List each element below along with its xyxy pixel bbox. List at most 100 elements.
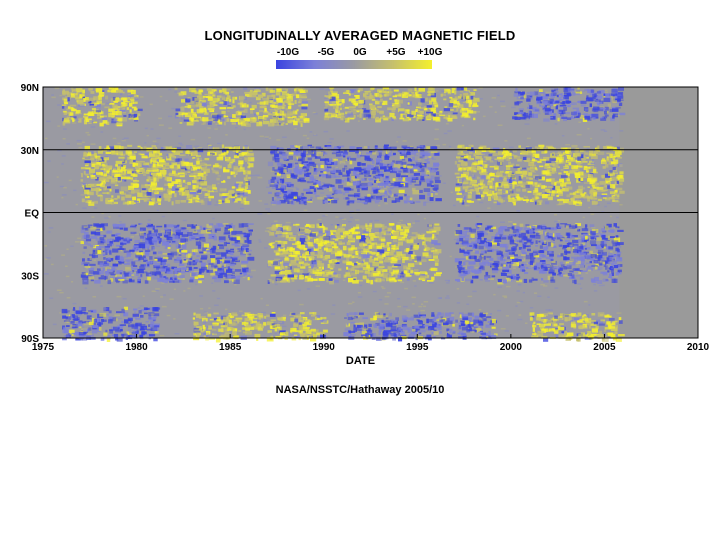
- field-patch: [293, 223, 300, 226]
- field-patch: [173, 275, 177, 278]
- field-patch: [134, 251, 140, 254]
- field-patch: [136, 252, 143, 257]
- field-patch: [224, 230, 230, 234]
- field-patch: [244, 190, 249, 193]
- field-patch: [62, 122, 66, 126]
- field-patch: [473, 89, 477, 91]
- field-patch: [85, 169, 89, 174]
- field-patch: [317, 196, 325, 200]
- field-patch: [468, 144, 474, 147]
- field-patch: [104, 261, 108, 264]
- field-patch: [301, 192, 304, 196]
- field-patch: [137, 276, 141, 281]
- field-patch: [360, 196, 366, 199]
- field-patch: [446, 328, 450, 332]
- field-patch: [86, 315, 92, 320]
- field-patch: [221, 252, 227, 257]
- field-patch: [98, 322, 103, 325]
- field-patch: [474, 328, 482, 333]
- field-patch: [419, 156, 424, 159]
- field-patch: [219, 188, 227, 192]
- field-patch: [307, 275, 312, 280]
- field-patch: [348, 274, 352, 277]
- field-patch: [197, 237, 202, 240]
- field-patch: [133, 331, 139, 333]
- field-patch: [508, 195, 511, 198]
- field-patch: [130, 182, 138, 186]
- field-patch: [247, 157, 255, 162]
- field-patch: [275, 336, 281, 339]
- field-patch: [366, 280, 370, 283]
- field-patch: [132, 183, 139, 188]
- field-patch: [143, 307, 148, 310]
- field-patch: [580, 332, 588, 337]
- field-patch: [439, 114, 446, 117]
- field-patch: [299, 333, 306, 337]
- field-patch: [317, 188, 324, 190]
- field-patch: [84, 160, 91, 164]
- field-patch: [205, 193, 210, 197]
- field-patch: [395, 160, 403, 165]
- field-patch: [574, 115, 580, 118]
- field-patch: [575, 314, 580, 318]
- field-patch: [174, 193, 177, 198]
- field-patch: [277, 166, 284, 171]
- field-patch: [417, 168, 422, 171]
- field-patch: [164, 183, 171, 186]
- field-patch: [401, 317, 408, 321]
- field-patch: [372, 273, 380, 276]
- field-patch: [282, 107, 286, 109]
- field-patch: [195, 238, 199, 241]
- field-patch: [396, 168, 402, 173]
- field-patch: [269, 100, 276, 103]
- field-patch: [71, 88, 76, 93]
- field-patch: [301, 114, 306, 119]
- field-patch: [83, 113, 91, 116]
- field-patch: [202, 324, 205, 329]
- field-patch: [157, 233, 162, 236]
- field-patch: [276, 175, 282, 180]
- field-patch: [272, 261, 279, 265]
- field-patch: [259, 109, 264, 113]
- field-patch: [529, 105, 533, 110]
- field-patch: [404, 223, 411, 229]
- field-patch: [242, 122, 249, 125]
- field-patch: [562, 94, 569, 100]
- field-patch: [408, 333, 416, 338]
- field-patch: [385, 320, 392, 323]
- field-patch: [70, 316, 73, 320]
- field-patch: [150, 321, 155, 326]
- field-patch: [368, 228, 372, 233]
- field-patch: [303, 199, 311, 202]
- field-patch: [167, 253, 174, 258]
- field-patch: [286, 165, 291, 168]
- field-patch: [386, 331, 392, 335]
- field-patch: [232, 330, 237, 336]
- field-patch: [357, 109, 364, 111]
- field-patch: [98, 111, 103, 114]
- field-patch: [115, 237, 119, 241]
- field-patch: [200, 262, 206, 267]
- field-patch: [329, 187, 333, 192]
- field-patch: [281, 318, 286, 322]
- field-patch: [311, 152, 316, 157]
- field-patch: [131, 189, 135, 194]
- field-patch: [154, 323, 157, 326]
- field-patch: [336, 236, 341, 239]
- field-patch: [113, 333, 119, 338]
- field-patch: [389, 112, 395, 118]
- field-patch: [221, 144, 225, 149]
- field-patch: [379, 260, 384, 264]
- field-patch: [586, 95, 589, 99]
- field-patch: [218, 236, 226, 241]
- field-patch: [127, 328, 132, 332]
- field-patch: [158, 154, 163, 157]
- field-patch: [303, 163, 309, 165]
- field-patch: [391, 200, 397, 203]
- field-patch: [230, 91, 234, 93]
- field-patch: [228, 278, 233, 281]
- field-patch: [228, 147, 236, 149]
- field-patch: [389, 312, 392, 317]
- field-patch: [418, 320, 423, 325]
- field-patch: [195, 104, 202, 107]
